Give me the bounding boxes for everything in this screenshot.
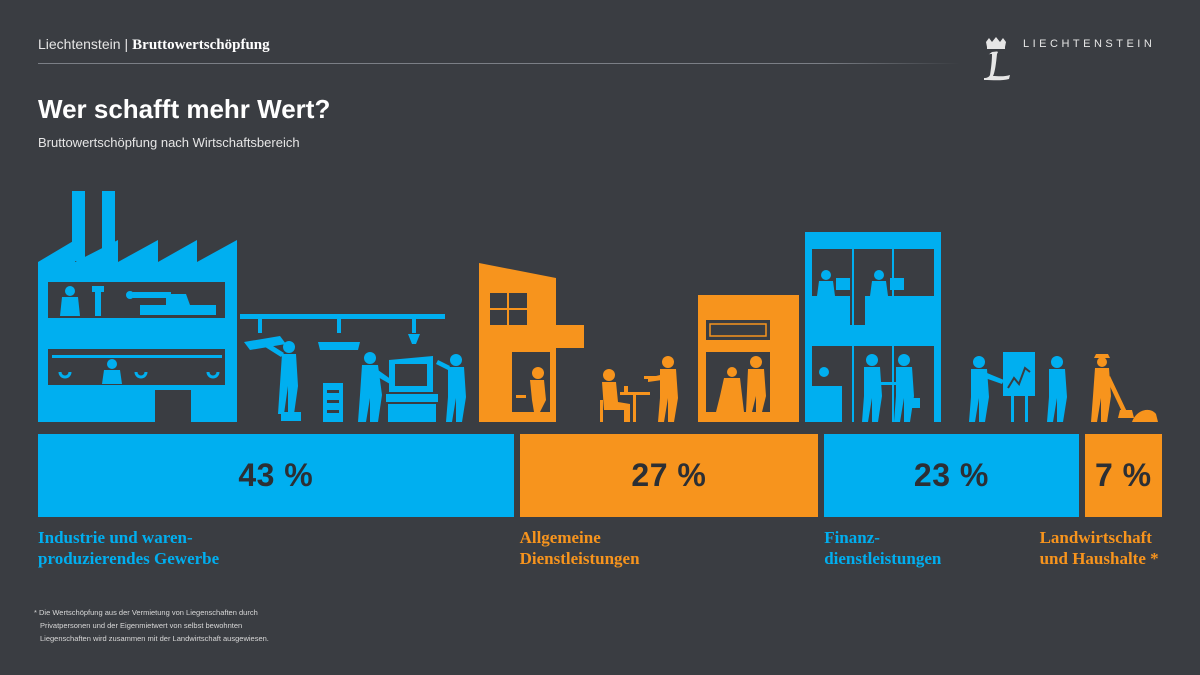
footnote-line: Liegenschaften wird zusammen mit der Lan… [40, 634, 269, 643]
bar-value-label: 27 % [631, 457, 707, 493]
page-title: Wer schafft mehr Wert? [38, 94, 331, 124]
header-country: Liechtenstein [38, 36, 121, 52]
farmer-illustration [1091, 354, 1158, 422]
bar-value-label: 7 % [1094, 457, 1152, 493]
category-label-line: Industrie und waren- [38, 528, 193, 547]
category-label: Finanz-dienstleistungen [824, 527, 941, 569]
category-label: Industrie und waren-produzierendes Gewer… [38, 527, 219, 569]
bar-segment: 23 % [824, 434, 1079, 517]
footnote: * Die Wertschöpfung aus der Vermietung v… [34, 606, 269, 645]
header-separator: | [124, 36, 129, 52]
footnote-line: * Die Wertschöpfung aus der Vermietung v… [34, 608, 258, 617]
bar-value-label: 43 % [238, 457, 314, 493]
page-subtitle: Bruttowertschöpfung nach Wirtschaftsbere… [38, 135, 300, 150]
breadcrumb: Liechtenstein | Bruttowertschöpfung [38, 36, 270, 54]
category-label-line: dienstleistungen [824, 549, 942, 568]
brand-wordmark: LIECHTENSTEIN [1023, 38, 1156, 50]
header-divider [38, 63, 960, 64]
services-details [490, 293, 767, 422]
bar-segment: 43 % [38, 434, 514, 517]
finance-details [812, 249, 1067, 422]
category-label-line: Landwirtschaft [1039, 528, 1152, 547]
assembly-line [240, 314, 466, 422]
category-label: Allgemeine Dienstleistungen [520, 527, 640, 569]
flipchart-trend-icon [1007, 366, 1031, 389]
category-label-line: produzierendes Gewerbe [38, 549, 220, 568]
bar-segment: 27 % [519, 434, 819, 517]
assembly-line-details [327, 364, 427, 413]
category-label: Landwirtschaft und Haushalte * [1040, 527, 1159, 569]
factory-workers [52, 286, 222, 384]
category-label-line: Allgemeine [519, 528, 601, 547]
bar-value-label: 23 % [913, 457, 989, 493]
footnote-line: Privatpersonen und der Eigenmietwert von… [40, 621, 243, 630]
category-label-line: Finanz- [824, 528, 880, 547]
liechtenstein-logo-icon [984, 37, 1010, 81]
category-label-line: Dienstleistungen [519, 549, 640, 568]
bar-segment: 7 % [1084, 434, 1162, 517]
category-label-line: und Haushalte * [1039, 549, 1159, 568]
header-topic: Bruttowertschöpfung [132, 37, 270, 53]
